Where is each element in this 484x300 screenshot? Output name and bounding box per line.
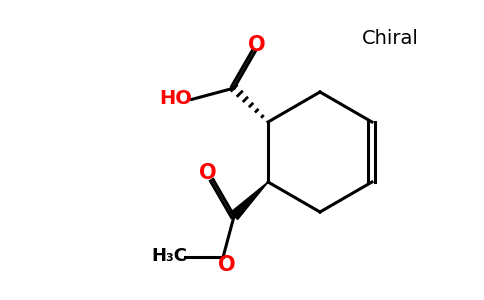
Text: O: O xyxy=(248,35,266,55)
Text: Chiral: Chiral xyxy=(362,28,419,47)
Text: O: O xyxy=(218,254,236,274)
Text: HO: HO xyxy=(159,89,192,108)
Text: O: O xyxy=(199,163,217,183)
Text: H₃C: H₃C xyxy=(151,247,187,265)
Polygon shape xyxy=(230,182,268,220)
